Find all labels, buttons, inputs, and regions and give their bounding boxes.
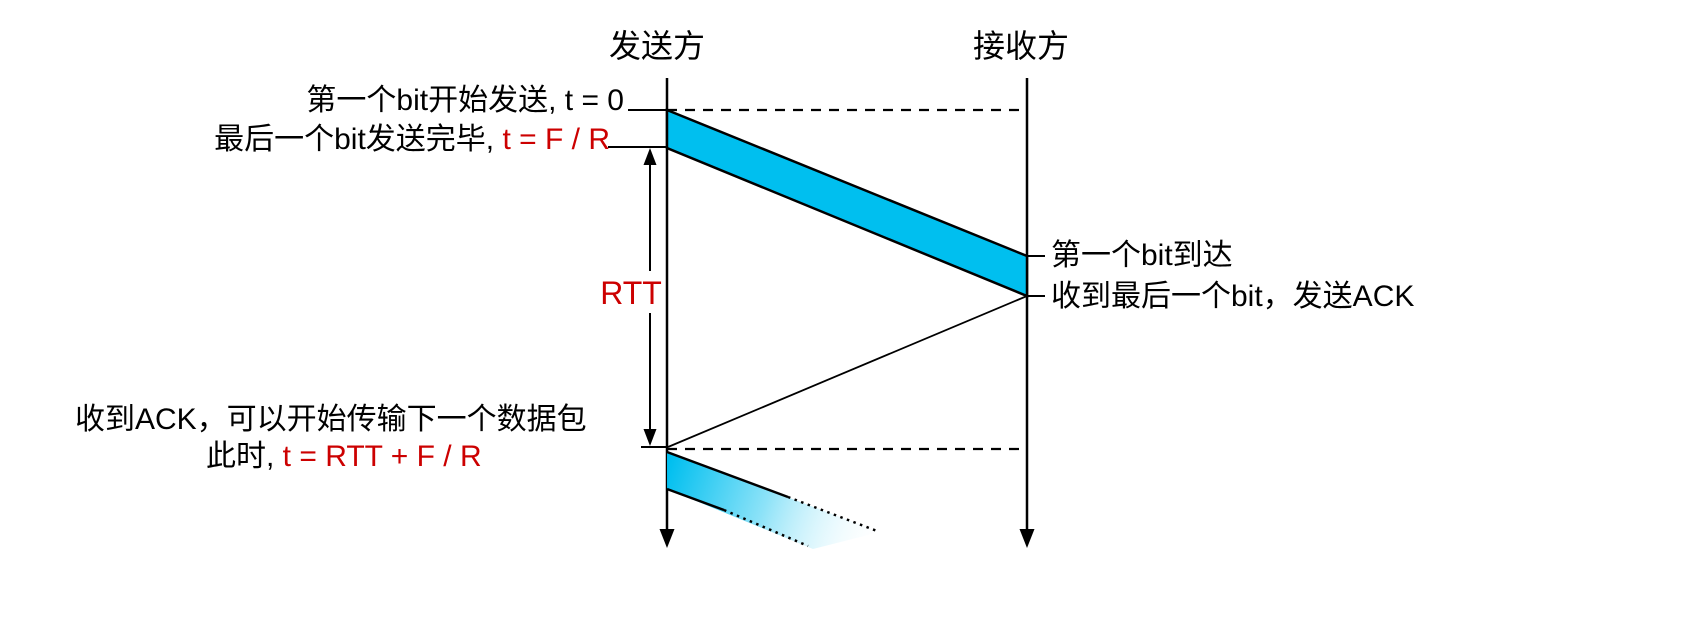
- annotation-ack-received: 收到ACK，可以开始传输下一个数据包: [75, 403, 587, 436]
- rtt-label: RTT: [600, 275, 662, 311]
- sender-column-label: 发送方: [608, 28, 705, 64]
- annotation-total-time-black: 此时,: [206, 440, 283, 473]
- next-packet-bottom-edge-dotted: [723, 508, 809, 548]
- annotation-last-bit-sent-black: 最后一个bit发送完毕,: [214, 123, 503, 156]
- annotation-first-bit-start: 第一个bit开始发送, t = 0: [306, 84, 624, 117]
- annotation-total-time-red: t = RTT + F / R: [282, 440, 482, 473]
- annotation-first-bit-arrive: 第一个bit到达: [1051, 239, 1233, 272]
- packet-transmission-parallelogram: [665, 108, 1029, 298]
- sender-axis-arrowhead-icon: [659, 529, 675, 548]
- rtt-arrow-up-arrowhead-icon: [643, 148, 657, 165]
- receiver-axis-arrowhead-icon: [1019, 529, 1035, 548]
- next-packet-parallelogram: [667, 452, 880, 549]
- annotation-last-bit-sent: 最后一个bit发送完毕, t = F / R: [214, 124, 610, 156]
- next-packet-top-edge-dotted: [787, 495, 878, 533]
- annotation-total-time: 此时, t = RTT + F / R: [206, 441, 482, 473]
- annotation-last-bit-sent-red: t = F / R: [502, 123, 610, 156]
- receiver-column-label: 接收方: [972, 28, 1069, 64]
- annotation-last-bit-ack: 收到最后一个bit，发送ACK: [1051, 280, 1415, 313]
- rtt-arrow-down-arrowhead-icon: [643, 429, 657, 446]
- next-packet-bottom-edge-solid: [666, 487, 725, 512]
- ack-return-line: [667, 295, 1028, 448]
- next-packet-top-edge-solid: [666, 450, 789, 499]
